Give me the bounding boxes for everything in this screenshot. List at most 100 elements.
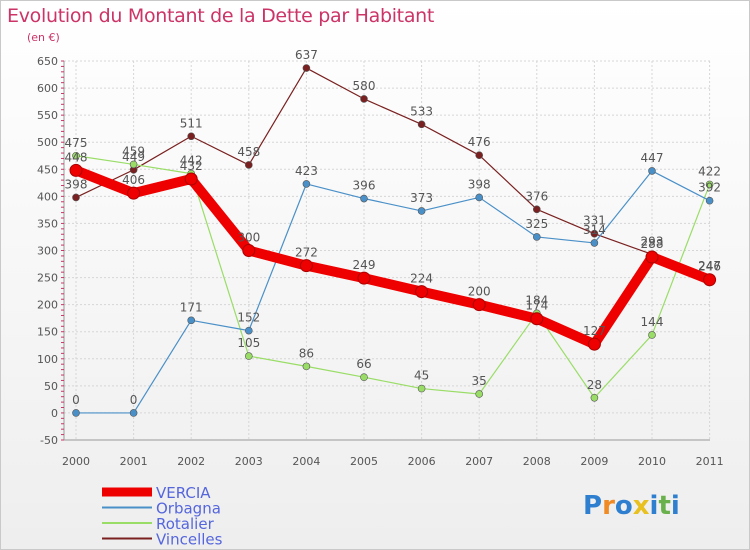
- data-label: 272: [295, 246, 318, 260]
- data-label: 458: [237, 145, 260, 159]
- data-point: [245, 326, 253, 335]
- data-point: [242, 244, 256, 257]
- logo-letter: i: [670, 491, 680, 521]
- data-labels: 3984495114586375805334763763312932474754…: [65, 48, 722, 407]
- data-point: [472, 298, 486, 312]
- data-point: [587, 337, 601, 351]
- data-label: 392: [698, 181, 721, 195]
- data-label: 184: [525, 293, 548, 307]
- data-point: [648, 331, 656, 339]
- data-point: [590, 393, 599, 402]
- data-label: 475: [65, 136, 88, 150]
- data-label: 171: [180, 300, 203, 314]
- logo-letter: P: [583, 491, 603, 521]
- data-point: [72, 151, 80, 160]
- data-point: [530, 312, 544, 326]
- y-tick-label: -50: [40, 434, 58, 447]
- data-label: 533: [410, 104, 433, 118]
- logo-letter: i: [649, 491, 659, 521]
- y-tick-label: 650: [37, 55, 58, 68]
- data-point: [357, 271, 371, 285]
- data-point: [69, 163, 83, 177]
- data-point: [302, 180, 311, 188]
- proxiti-logo: Proxiti: [583, 491, 680, 521]
- data-label: 224: [410, 272, 433, 286]
- data-point: [245, 352, 253, 360]
- data-label: 373: [410, 191, 433, 205]
- data-point: [415, 285, 429, 299]
- data-label: 376: [525, 189, 548, 203]
- data-label: 448: [65, 150, 88, 164]
- data-label: 127: [583, 324, 606, 338]
- x-tick-label: 2002: [177, 455, 205, 468]
- x-tick-label: 2000: [62, 455, 90, 468]
- data-point: [475, 193, 484, 202]
- data-label: 247: [698, 259, 721, 273]
- data-point: [299, 259, 313, 273]
- x-tick-label: 2001: [120, 455, 148, 468]
- data-point: [532, 233, 541, 241]
- data-point: [360, 95, 368, 103]
- series-points: [69, 64, 717, 417]
- data-label: 398: [468, 177, 491, 191]
- series-line-vercia: [74, 165, 712, 350]
- data-point: [245, 161, 253, 169]
- x-tick-label: 2005: [350, 455, 378, 468]
- data-label: 398: [65, 177, 88, 191]
- legend-label: Vincelles: [156, 531, 223, 549]
- data-label: 637: [295, 48, 318, 62]
- series-line-rotalier: [75, 155, 711, 399]
- data-label: 246: [698, 260, 721, 274]
- x-tick-label: 2010: [638, 455, 666, 468]
- data-label: 0: [130, 393, 138, 407]
- data-label: 314: [583, 223, 606, 237]
- y-tick-label: 250: [37, 272, 58, 285]
- data-label: 422: [698, 164, 721, 178]
- data-point: [360, 194, 368, 203]
- data-point: [129, 160, 138, 169]
- y-tick-label: 150: [37, 326, 58, 339]
- logo-letter: x: [632, 491, 650, 521]
- x-tick-label: 2011: [696, 455, 724, 468]
- axes: -500501001502002503003504004505005506006…: [37, 55, 724, 468]
- data-label: 449: [122, 150, 145, 164]
- data-point: [72, 193, 80, 202]
- series-line-vincelles: [75, 67, 710, 280]
- data-label: 66: [356, 357, 371, 371]
- data-point: [645, 250, 659, 264]
- y-tick-label: 50: [44, 380, 58, 393]
- data-point: [129, 409, 138, 417]
- y-tick-label: 500: [37, 136, 58, 149]
- data-label: 0: [72, 393, 80, 407]
- y-tick-label: 200: [37, 299, 58, 312]
- data-point: [187, 132, 195, 141]
- data-point: [127, 186, 141, 200]
- data-label: 45: [414, 369, 429, 383]
- data-label: 144: [641, 315, 664, 329]
- data-point: [184, 172, 198, 186]
- data-point: [302, 64, 311, 72]
- x-tick-label: 2007: [465, 455, 493, 468]
- chart-title: Evolution du Montant de la Dette par Hab…: [7, 5, 435, 27]
- data-point: [703, 273, 717, 287]
- data-point: [417, 207, 426, 215]
- y-tick-label: 0: [51, 407, 58, 420]
- data-label: 442: [180, 154, 203, 168]
- data-label: 288: [641, 237, 664, 251]
- data-point: [648, 167, 656, 175]
- grid: [64, 60, 711, 441]
- y-tick-label: 100: [37, 353, 58, 366]
- legend-label: VERCIA: [156, 484, 211, 502]
- data-point: [417, 120, 426, 129]
- data-label: 300: [237, 231, 260, 245]
- data-label: 432: [180, 159, 203, 173]
- x-tick-label: 2004: [292, 455, 320, 468]
- y-tick-label: 450: [37, 163, 58, 176]
- data-label: 396: [353, 179, 376, 193]
- x-tick-label: 2009: [580, 455, 608, 468]
- data-label: 174: [525, 299, 548, 313]
- series-line-orbagna: [76, 170, 710, 414]
- data-point: [360, 373, 368, 381]
